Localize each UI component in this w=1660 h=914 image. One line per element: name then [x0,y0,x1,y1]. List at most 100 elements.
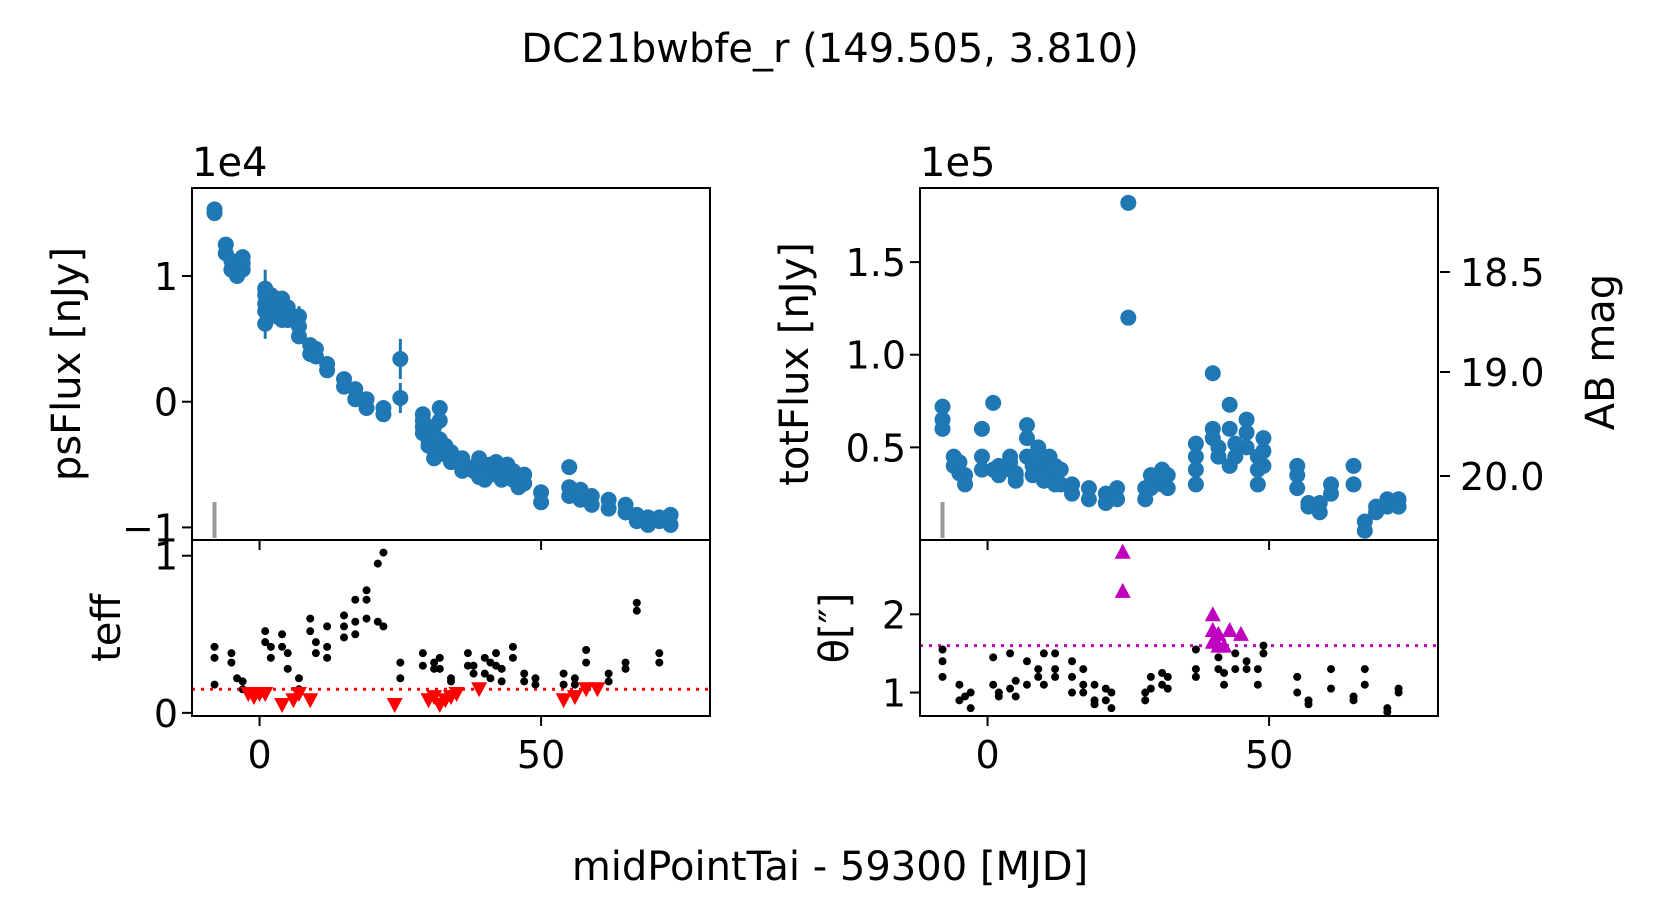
data-point [600,491,617,508]
data-point [1146,684,1155,693]
data-point [955,696,964,705]
data-point [480,653,489,662]
data-point [1011,676,1020,685]
data-point [1360,665,1369,674]
data-point [1231,649,1240,658]
totflux-plot-area [934,194,1407,539]
data-point [319,362,336,379]
data-point [1345,457,1362,474]
data-point [1109,491,1126,508]
data-point [1052,461,1069,478]
upper-limit-marker [589,682,606,698]
y-tick-label: 1 [154,255,178,299]
data-point [1006,649,1015,658]
data-point [1238,424,1255,441]
lower-limit-marker [1210,625,1227,641]
data-point [1090,680,1099,689]
psflux-offset-text: 1e4 [192,140,268,186]
data-point [362,595,371,604]
data-point [1107,688,1116,697]
data-point [435,653,444,662]
data-point [351,617,360,626]
data-point [1090,700,1099,709]
data-point [531,680,540,689]
data-point [1327,684,1336,693]
data-point [373,559,382,568]
data-point [362,586,371,595]
data-point [1006,684,1015,693]
data-point [1022,680,1031,689]
data-point [227,649,236,658]
data-point [469,669,478,678]
data-point [492,649,501,658]
data-point [1080,491,1097,508]
data-point [1259,649,1268,658]
data-point [973,448,990,465]
data-point [469,661,478,670]
ab-mag-axis: 18.5 19.0 20.0 AB mag [1440,251,1624,499]
data-point [1231,665,1240,674]
upper-limit-marker [555,693,572,709]
data-point [561,459,578,476]
psflux-plot-area [206,201,679,538]
lower-limit-marker [1204,606,1221,622]
data-point [278,630,287,639]
data-point [379,548,388,557]
data-point [1323,485,1340,502]
data-point [1068,672,1077,681]
data-point [340,633,349,642]
data-point [938,657,947,666]
data-point [447,677,455,686]
data-point [1214,665,1223,674]
totflux-offset-text: 1e5 [920,140,996,186]
data-point [418,661,427,670]
data-point [497,677,506,686]
data-point [655,658,664,667]
data-point [1289,467,1306,484]
data-point [1064,485,1081,502]
data-point [311,649,320,658]
data-point [396,658,405,667]
data-point [570,674,579,683]
data-point [283,649,292,658]
teff-y-axis-label: teff [84,593,130,662]
data-point [1051,649,1060,658]
data-point [533,494,550,511]
mag-tick-label: 18.5 [1460,251,1545,295]
data-point [1204,365,1221,382]
data-point [1220,680,1229,689]
data-point [1187,448,1204,465]
data-point [621,664,630,673]
data-point [311,638,320,647]
data-point [266,642,275,651]
data-point [559,669,568,678]
data-point [617,496,634,513]
data-point [430,658,439,667]
data-point [1107,704,1116,713]
data-point [1079,665,1088,674]
data-point [973,461,990,478]
mag-tick-label: 20.0 [1460,455,1545,499]
data-point [1159,480,1176,497]
data-point [234,255,251,272]
data-point [1079,680,1088,689]
totflux-y-axis-label: totFlux [nJy] [772,242,818,486]
data-point [961,692,970,701]
data-point [431,412,448,429]
y-tick-label: 1.5 [846,241,906,285]
theta-y-axis-label: θ[″] [812,593,858,664]
data-point [257,315,274,332]
data-point [430,664,439,673]
data-point [1255,443,1272,460]
data-point [1191,672,1200,681]
upper-limit-marker [302,693,319,709]
data-point [1158,680,1167,689]
data-point [632,598,641,607]
data-point [1255,457,1272,474]
data-point [1191,665,1200,674]
data-point [290,328,307,345]
x-axis-label: midPointTai - 59300 [MJD] [572,844,1088,890]
data-point [1327,665,1336,674]
data-point [323,653,332,662]
data-point [989,680,998,689]
